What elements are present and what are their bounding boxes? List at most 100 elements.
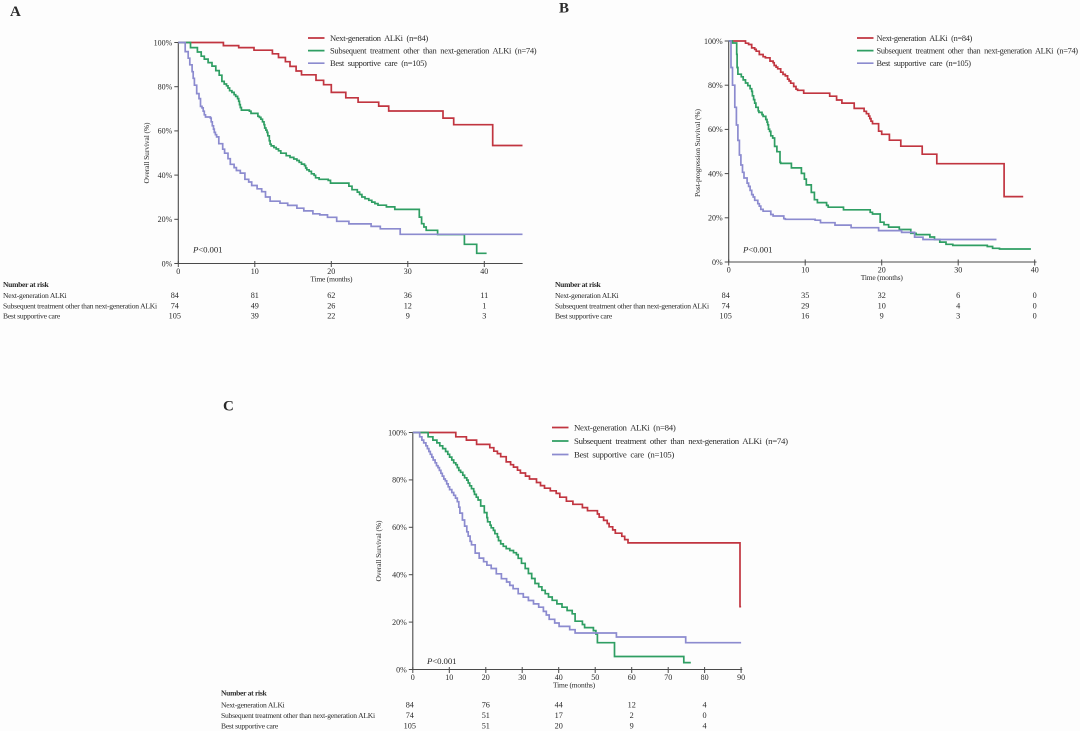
svg-text:40: 40 — [480, 267, 488, 276]
svg-text:10: 10 — [445, 673, 453, 682]
svg-text:84: 84 — [406, 701, 414, 710]
svg-text:30: 30 — [404, 267, 412, 276]
svg-text:60%: 60% — [158, 127, 173, 136]
svg-text:Next-generation ALKi (n=84): Next-generation ALKi (n=84) — [574, 423, 676, 433]
svg-text:16: 16 — [801, 311, 809, 320]
svg-text:12: 12 — [628, 701, 636, 710]
svg-text:74: 74 — [722, 301, 730, 310]
svg-text:Time (months): Time (months) — [861, 273, 904, 282]
svg-text:6: 6 — [956, 291, 960, 300]
svg-text:0%: 0% — [162, 259, 173, 268]
svg-text:Subsequent treatment other tha: Subsequent treatment other than next-gen… — [877, 47, 1079, 56]
svg-text:74: 74 — [406, 711, 414, 720]
svg-text:0%: 0% — [712, 258, 723, 267]
svg-text:60: 60 — [628, 673, 636, 682]
svg-text:84: 84 — [171, 291, 179, 300]
svg-text:76: 76 — [482, 701, 490, 710]
svg-text:20: 20 — [555, 722, 563, 731]
svg-text:49: 49 — [251, 301, 259, 310]
svg-text:20%: 20% — [392, 618, 407, 627]
svg-text:4: 4 — [703, 701, 707, 710]
svg-text:4: 4 — [703, 722, 707, 731]
svg-text:Best supportive care (n=105): Best supportive care (n=105) — [574, 450, 674, 460]
svg-text:Next-generation ALKi: Next-generation ALKi — [555, 291, 619, 300]
svg-text:81: 81 — [251, 291, 259, 300]
svg-text:26: 26 — [327, 301, 335, 310]
svg-text:Next-generation ALKi (n=84): Next-generation ALKi (n=84) — [877, 34, 973, 43]
svg-text:20: 20 — [482, 673, 490, 682]
svg-text:Subsequent treatment other tha: Subsequent treatment other than next-gen… — [221, 711, 375, 720]
svg-text:90: 90 — [737, 673, 745, 682]
svg-text:20: 20 — [327, 267, 335, 276]
svg-text:100%: 100% — [388, 428, 407, 437]
svg-text:Time (months): Time (months) — [310, 275, 353, 284]
svg-text:Subsequent treatment other tha: Subsequent treatment other than next-gen… — [574, 436, 788, 446]
svg-text:30: 30 — [954, 266, 962, 275]
svg-text:100%: 100% — [154, 38, 173, 47]
svg-text:44: 44 — [555, 701, 563, 710]
svg-text:Best supportive care (n=105): Best supportive care (n=105) — [877, 59, 972, 68]
svg-text:60%: 60% — [708, 125, 723, 134]
svg-text:Number at risk: Number at risk — [555, 280, 602, 289]
svg-text:40%: 40% — [708, 169, 723, 178]
svg-text:1: 1 — [482, 301, 486, 310]
svg-text:0: 0 — [176, 267, 180, 276]
svg-text:0: 0 — [703, 711, 707, 720]
svg-text:0: 0 — [1033, 291, 1037, 300]
svg-text:P<0.001: P<0.001 — [742, 245, 772, 255]
svg-text:Overall Survival (%): Overall Survival (%) — [374, 520, 383, 581]
svg-text:Post-progression Survival (%): Post-progression Survival (%) — [693, 108, 702, 197]
svg-text:Time (months): Time (months) — [553, 681, 596, 690]
svg-text:62: 62 — [327, 291, 335, 300]
svg-text:32: 32 — [878, 291, 886, 300]
svg-text:40: 40 — [555, 673, 563, 682]
svg-text:51: 51 — [482, 711, 490, 720]
svg-text:Subsequent treatment other tha: Subsequent treatment other than next-gen… — [555, 301, 709, 310]
svg-text:9: 9 — [630, 722, 634, 731]
svg-text:20: 20 — [878, 266, 886, 275]
svg-text:11: 11 — [480, 291, 488, 300]
svg-text:Overall Survival (%): Overall Survival (%) — [142, 122, 151, 183]
svg-text:2: 2 — [630, 711, 634, 720]
svg-text:Subsequent treatment other tha: Subsequent treatment other than next-gen… — [3, 301, 157, 310]
svg-text:9: 9 — [406, 311, 410, 320]
svg-text:22: 22 — [327, 311, 335, 320]
svg-text:Number at risk: Number at risk — [221, 689, 268, 698]
svg-text:Number at risk: Number at risk — [3, 280, 50, 289]
svg-text:A: A — [10, 4, 21, 20]
svg-text:36: 36 — [404, 291, 412, 300]
svg-text:P<0.001: P<0.001 — [426, 656, 456, 666]
svg-text:0: 0 — [1033, 311, 1037, 320]
svg-text:51: 51 — [482, 722, 490, 731]
svg-text:105: 105 — [404, 722, 416, 731]
svg-text:80: 80 — [701, 673, 709, 682]
svg-text:100%: 100% — [704, 37, 723, 46]
svg-text:60%: 60% — [392, 523, 407, 532]
svg-text:35: 35 — [801, 291, 809, 300]
svg-text:Next-generation ALKi: Next-generation ALKi — [221, 701, 285, 710]
svg-text:0: 0 — [727, 266, 731, 275]
svg-text:10: 10 — [251, 267, 259, 276]
svg-text:0%: 0% — [396, 665, 407, 674]
svg-text:Best supportive care (n=105): Best supportive care (n=105) — [330, 58, 427, 68]
svg-text:40: 40 — [1031, 266, 1039, 275]
svg-text:0: 0 — [411, 673, 415, 682]
svg-text:74: 74 — [171, 301, 179, 310]
svg-text:105: 105 — [169, 311, 181, 320]
svg-text:40%: 40% — [158, 171, 173, 180]
svg-text:40%: 40% — [392, 571, 407, 580]
svg-text:B: B — [559, 1, 569, 17]
svg-text:30: 30 — [518, 673, 526, 682]
svg-text:Subsequent treatment other tha: Subsequent treatment other than next-gen… — [330, 46, 537, 56]
svg-text:Best supportive care: Best supportive care — [555, 311, 613, 320]
svg-text:29: 29 — [801, 301, 809, 310]
svg-text:P<0.001: P<0.001 — [192, 245, 222, 255]
svg-text:70: 70 — [664, 673, 672, 682]
svg-text:84: 84 — [722, 291, 730, 300]
svg-text:50: 50 — [591, 673, 599, 682]
svg-text:9: 9 — [880, 311, 884, 320]
svg-text:20%: 20% — [158, 215, 173, 224]
svg-text:80%: 80% — [708, 81, 723, 90]
svg-text:3: 3 — [956, 311, 960, 320]
svg-text:0: 0 — [1033, 301, 1037, 310]
